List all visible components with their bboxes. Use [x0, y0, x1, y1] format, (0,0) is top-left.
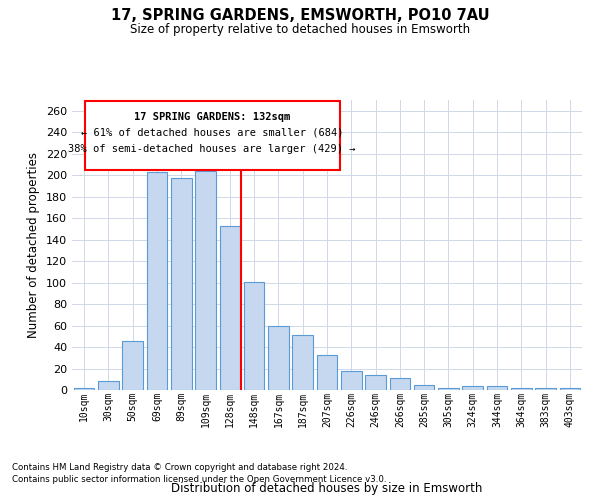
- Bar: [85, 102, 340, 170]
- Text: Distribution of detached houses by size in Emsworth: Distribution of detached houses by size …: [172, 482, 482, 495]
- Text: Contains HM Land Registry data © Crown copyright and database right 2024.: Contains HM Land Registry data © Crown c…: [12, 464, 347, 472]
- Y-axis label: Number of detached properties: Number of detached properties: [28, 152, 40, 338]
- Bar: [195, 171, 216, 390]
- Text: 38% of semi-detached houses are larger (429) →: 38% of semi-detached houses are larger (…: [68, 144, 356, 154]
- Text: Size of property relative to detached houses in Emsworth: Size of property relative to detached ho…: [130, 22, 470, 36]
- Bar: [487, 386, 508, 390]
- Bar: [535, 388, 556, 390]
- Bar: [317, 354, 337, 390]
- Bar: [463, 386, 483, 390]
- Bar: [74, 388, 94, 390]
- Text: 17 SPRING GARDENS: 132sqm: 17 SPRING GARDENS: 132sqm: [134, 112, 290, 122]
- Bar: [146, 172, 167, 390]
- Bar: [98, 382, 119, 390]
- Bar: [365, 375, 386, 390]
- Bar: [171, 178, 191, 390]
- Text: 17, SPRING GARDENS, EMSWORTH, PO10 7AU: 17, SPRING GARDENS, EMSWORTH, PO10 7AU: [110, 8, 490, 22]
- Text: Contains public sector information licensed under the Open Government Licence v3: Contains public sector information licen…: [12, 475, 386, 484]
- Bar: [414, 384, 434, 390]
- Bar: [560, 388, 580, 390]
- Bar: [292, 335, 313, 390]
- Bar: [438, 388, 459, 390]
- Bar: [268, 326, 289, 390]
- Bar: [389, 378, 410, 390]
- Bar: [341, 370, 362, 390]
- Bar: [220, 226, 240, 390]
- Bar: [122, 340, 143, 390]
- Bar: [511, 388, 532, 390]
- Bar: [244, 282, 265, 390]
- Text: ← 61% of detached houses are smaller (684): ← 61% of detached houses are smaller (68…: [81, 128, 343, 138]
